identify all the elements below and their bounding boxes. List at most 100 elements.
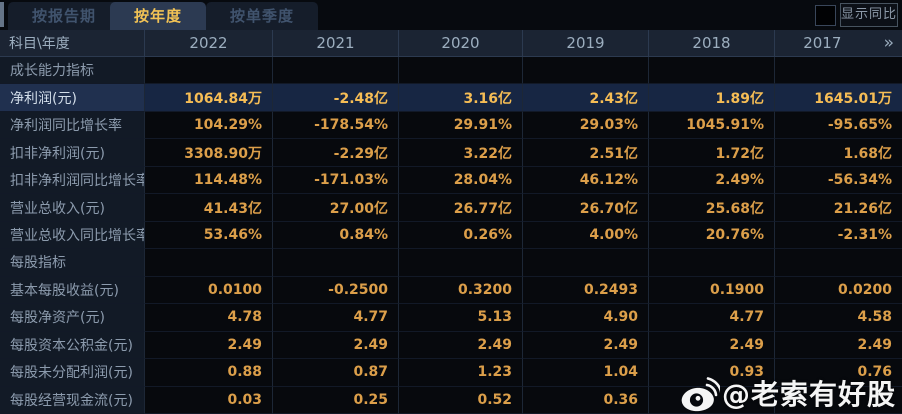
cell-value: [775, 386, 902, 414]
year-label: 2021: [316, 34, 355, 52]
column-header-2021[interactable]: 2021: [273, 30, 399, 57]
cell-value: 53.46%: [145, 221, 273, 250]
cell-value: [273, 57, 399, 85]
cell-value: 0.2493: [523, 276, 649, 305]
cell-value: 2.49: [775, 331, 902, 360]
cell-value: 3.22亿: [399, 139, 523, 167]
cell-value: 0.87: [273, 359, 399, 387]
table-row-label: 营业总收入(元): [0, 194, 145, 222]
year-label: 2022: [189, 34, 228, 52]
tab-by-year[interactable]: 按年度: [110, 2, 207, 30]
cell-value: -2.29亿: [273, 139, 399, 167]
table-row-label: 每股经营现金流(元): [0, 386, 145, 414]
cell-value: 0.36: [523, 386, 649, 414]
cell-value: 114.48%: [145, 166, 273, 195]
cell-value: 0.3200: [399, 276, 523, 305]
cell-value: 0.88: [145, 359, 273, 387]
cell-value: 2.43亿: [523, 84, 649, 112]
cell-value: [649, 249, 775, 277]
cell-value: -2.48亿: [273, 84, 399, 112]
cell-value: 2.49%: [649, 166, 775, 195]
cell-value: 0.93: [649, 359, 775, 387]
cell-value: 4.58: [775, 304, 902, 332]
cell-value: -178.54%: [273, 111, 399, 140]
cell-value: 5.13: [399, 304, 523, 332]
cell-value: 1064.84万: [145, 84, 273, 112]
cell-value: 0.84%: [273, 221, 399, 250]
year-label: 2019: [566, 34, 605, 52]
cell-value: 0.0100: [145, 276, 273, 305]
table-row-label: 每股净资产(元): [0, 304, 145, 332]
cell-value: 27.00亿: [273, 194, 399, 222]
cell-value: 0.25: [273, 386, 399, 414]
column-header-2022[interactable]: 2022: [145, 30, 273, 57]
show-yoy-label[interactable]: 显示同比: [840, 3, 898, 27]
cell-value: [523, 249, 649, 277]
cell-value: 2.51亿: [523, 139, 649, 167]
cell-value: 1.04: [523, 359, 649, 387]
cell-value: -95.65%: [775, 111, 902, 140]
cell-value: 3.16亿: [399, 84, 523, 112]
table-row-label: 每股资本公积金(元): [0, 331, 145, 360]
column-header-2017[interactable]: 2017 »: [775, 30, 902, 57]
more-years-icon[interactable]: »: [883, 33, 894, 53]
cell-value: 29.91%: [399, 111, 523, 140]
cell-value: 0.0200: [775, 276, 902, 305]
cell-value: [399, 57, 523, 85]
table-row-label: 扣非净利润(元): [0, 139, 145, 167]
cell-value: 26.70亿: [523, 194, 649, 222]
cell-value: 41.43亿: [145, 194, 273, 222]
column-header-2020[interactable]: 2020: [399, 30, 523, 57]
cell-value: [145, 57, 273, 85]
cell-value: 46.12%: [523, 166, 649, 195]
cell-value: [523, 57, 649, 85]
cell-value: -2.31%: [775, 221, 902, 250]
cell-value: 0.1900: [649, 276, 775, 305]
cell-value: 0.26%: [399, 221, 523, 250]
cell-value: 3308.90万: [145, 139, 273, 167]
cell-value: -56.34%: [775, 166, 902, 195]
cell-value: 1.68亿: [775, 139, 902, 167]
table-row-label: 净利润同比增长率: [0, 111, 145, 140]
cell-value: -0.2500: [273, 276, 399, 305]
section-row-label: 每股指标: [0, 249, 145, 277]
cell-value: 29.03%: [523, 111, 649, 140]
table-row-label: 营业总收入同比增长率: [0, 221, 145, 250]
column-header-2018[interactable]: 2018: [649, 30, 775, 57]
column-header-2019[interactable]: 2019: [523, 30, 649, 57]
cell-value: 20.76%: [649, 221, 775, 250]
cell-value: 4.77: [649, 304, 775, 332]
tab-by-single-quarter[interactable]: 按单季度: [206, 2, 319, 30]
cell-value: 21.26亿: [775, 194, 902, 222]
left-edge-decoration: [0, 2, 4, 27]
cell-value: 25.68亿: [649, 194, 775, 222]
year-label: 2018: [692, 34, 731, 52]
show-yoy-checkbox[interactable]: [815, 5, 836, 26]
year-label: 2017: [803, 34, 842, 52]
table-row-label: 扣非净利润同比增长率: [0, 166, 145, 195]
cell-value: 1.23: [399, 359, 523, 387]
cell-value: 0.03: [145, 386, 273, 414]
cell-value: 2.49: [145, 331, 273, 360]
tab-by-report-period[interactable]: 按报告期: [8, 2, 121, 30]
cell-value: [775, 249, 902, 277]
cell-value: 2.49: [649, 331, 775, 360]
cell-value: [775, 57, 902, 85]
cell-value: 1045.91%: [649, 111, 775, 140]
period-tab-bar: 按报告期 按年度 按单季度 显示同比: [0, 0, 902, 30]
cell-value: 2.49: [399, 331, 523, 360]
cell-value: [399, 249, 523, 277]
cell-value: 104.29%: [145, 111, 273, 140]
cell-value: [273, 249, 399, 277]
cell-value: 4.77: [273, 304, 399, 332]
cell-value: 1.72亿: [649, 139, 775, 167]
cell-value: 0.52: [399, 386, 523, 414]
cell-value: 28.04%: [399, 166, 523, 195]
cell-value: 4.90: [523, 304, 649, 332]
cell-value: [649, 386, 775, 414]
cell-value: 0.76: [775, 359, 902, 387]
table-corner-header: 科目\年度: [0, 30, 145, 57]
cell-value: 26.77亿: [399, 194, 523, 222]
cell-value: 1645.01万: [775, 84, 902, 112]
